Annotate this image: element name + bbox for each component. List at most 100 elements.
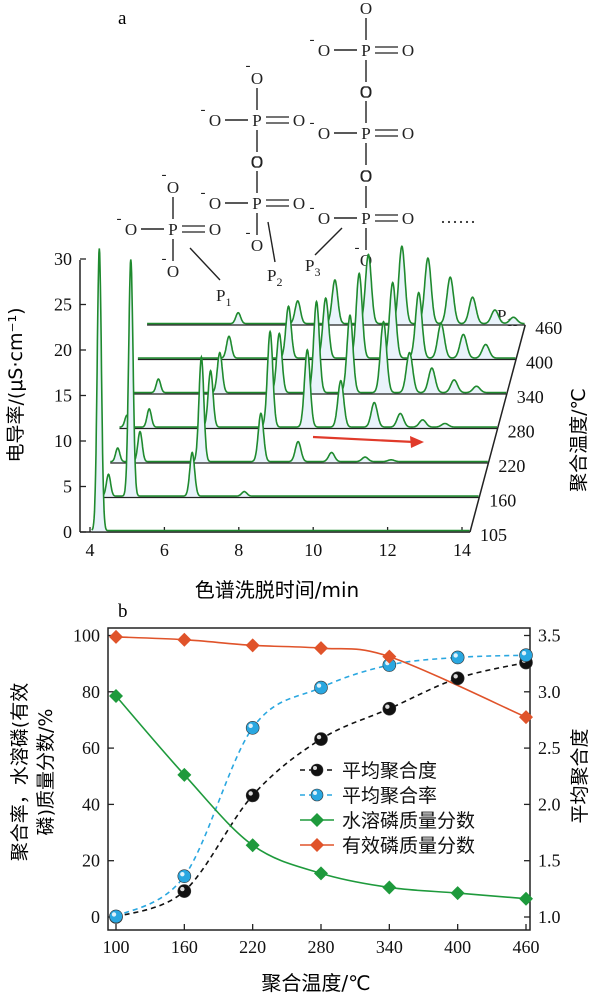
data-point-highlight <box>316 734 322 740</box>
direction-arrow <box>312 435 415 444</box>
y-tick-label-right: 3.0 <box>538 682 561 702</box>
oxygen-atom: O <box>293 111 305 130</box>
panel-b-label: b <box>118 601 128 622</box>
data-point-3 <box>519 710 533 725</box>
legend-label: 水溶磷质量分数 <box>342 810 475 832</box>
y-tick-label: 0 <box>63 522 72 542</box>
polymerization-plot: 100 160 220 280 340 400 460 0 20 40 60 80 100 1.0 1.5 2… <box>73 626 561 958</box>
charge-minus: - <box>201 102 206 118</box>
legend-marker <box>310 838 324 852</box>
oxygen-atom: O <box>402 209 414 228</box>
data-point-3 <box>177 632 192 647</box>
data-point-highlight <box>316 683 322 688</box>
oxygen-atom: O <box>360 167 372 186</box>
data-point-highlight <box>180 886 185 892</box>
phosphorus-atom: P <box>252 111 261 130</box>
data-point-0 <box>314 732 328 746</box>
y-tick-label-left: 100 <box>73 626 100 646</box>
trace-220 <box>110 354 488 463</box>
trace-460 <box>147 245 525 325</box>
x-tick-label: 400 <box>444 937 471 957</box>
legend-marker <box>310 763 324 777</box>
trace-160 <box>101 259 479 497</box>
y-tick-label: 10 <box>54 431 72 451</box>
fit-curve-3 <box>115 636 527 718</box>
y-axis-label-b-line1: 聚合率，水溶磷(有效 <box>9 683 31 861</box>
x-tick-label: 14 <box>453 540 471 560</box>
polyphosphate-structures: POOOO---POOOO--POOOO--POOOO--POOOO-POOOO… <box>117 0 519 329</box>
z-tick-label: 105 <box>480 525 507 545</box>
oxygen-atom: O <box>209 111 221 130</box>
data-point-highlight <box>248 791 253 796</box>
z-tick-label: 340 <box>517 387 544 407</box>
y-tick-label-right: 1.5 <box>538 851 561 871</box>
phosphorus-atom: P <box>252 194 261 213</box>
data-point-0 <box>382 701 397 716</box>
bond-line <box>267 221 276 263</box>
y-tick-label: 15 <box>54 386 72 406</box>
data-point-3 <box>245 638 260 653</box>
direction-arrow-head <box>410 436 424 448</box>
oxygen-atom: O <box>251 69 263 88</box>
oxygen-atom: O <box>251 153 263 172</box>
data-point-highlight <box>180 871 185 877</box>
y-tick-label-left: 20 <box>82 851 100 871</box>
data-point-1 <box>109 909 123 924</box>
charge-minus: - <box>246 58 251 74</box>
y-tick-label-left: 80 <box>82 682 100 702</box>
data-point-highlight <box>521 651 527 656</box>
oxygen-atom: O <box>360 166 372 185</box>
charge-minus: - <box>310 32 315 48</box>
data-point-0 <box>109 910 123 924</box>
y-tick-label: 30 <box>54 249 72 269</box>
data-point-1 <box>519 648 533 663</box>
oxygen-atom: O <box>360 82 372 101</box>
peak-label-p3: P3 <box>305 256 320 279</box>
data-point-highlight <box>111 912 117 917</box>
data-point-highlight <box>453 674 458 679</box>
data-point-3 <box>314 641 328 656</box>
oxygen-atom: O <box>125 220 137 239</box>
legend-marker <box>310 788 324 802</box>
legend-label: 有效磷质量分数 <box>342 835 475 857</box>
fit-curve-1 <box>115 654 527 918</box>
phosphorus-atom: P <box>361 209 370 228</box>
y-tick-label-right: 1.0 <box>538 907 561 927</box>
oxygen-atom: O <box>318 209 330 228</box>
chromatogram-plot: 4 6 8 10 12 14 0 5 10 15 20 25 30 460 400 340 280 220 160 1… <box>54 245 562 560</box>
data-point-2 <box>519 891 533 906</box>
charge-minus: - <box>117 211 122 227</box>
charge-minus: - <box>310 200 315 216</box>
data-point-2 <box>109 689 123 704</box>
x-axis-label-a: 色谱洗脱时间/min <box>195 578 359 600</box>
x-tick-label: 8 <box>234 540 243 560</box>
y-tick-label-right: 2.5 <box>538 738 561 758</box>
y-axis-label-b-line2: 磷)质量分数/% <box>35 709 57 836</box>
y-tick-label-left: 60 <box>82 738 100 758</box>
legend-marker <box>310 813 324 827</box>
y-tick-label-left: 0 <box>91 907 100 927</box>
phosphorus-atom: P <box>361 41 370 60</box>
charge-minus: - <box>355 0 360 4</box>
legend-label: 平均聚合度 <box>342 760 437 782</box>
charge-minus: - <box>355 240 360 256</box>
data-point-2 <box>450 886 465 901</box>
y-axis-label-b-right: 平均聚合度 <box>569 728 591 823</box>
fit-curve-2 <box>115 695 527 900</box>
peak-label-p1: P1 <box>216 286 231 309</box>
charge-minus: - <box>310 115 315 131</box>
charge-minus: - <box>201 185 206 201</box>
z-tick-label: 160 <box>489 491 516 511</box>
trace-fill-340 <box>128 301 507 394</box>
x-tick-label: 220 <box>239 937 266 957</box>
oxygen-atom: O <box>402 41 414 60</box>
z-tick-label: 220 <box>498 456 525 476</box>
data-point-2 <box>382 880 397 895</box>
z-tick-label: 460 <box>535 318 562 338</box>
y-tick-label-right: 2.0 <box>538 794 561 814</box>
data-point-highlight <box>248 723 253 729</box>
x-tick-label: 10 <box>304 540 322 560</box>
data-point-1 <box>314 680 328 695</box>
bond-line <box>189 247 221 281</box>
oxygen-atom: O <box>167 262 179 281</box>
